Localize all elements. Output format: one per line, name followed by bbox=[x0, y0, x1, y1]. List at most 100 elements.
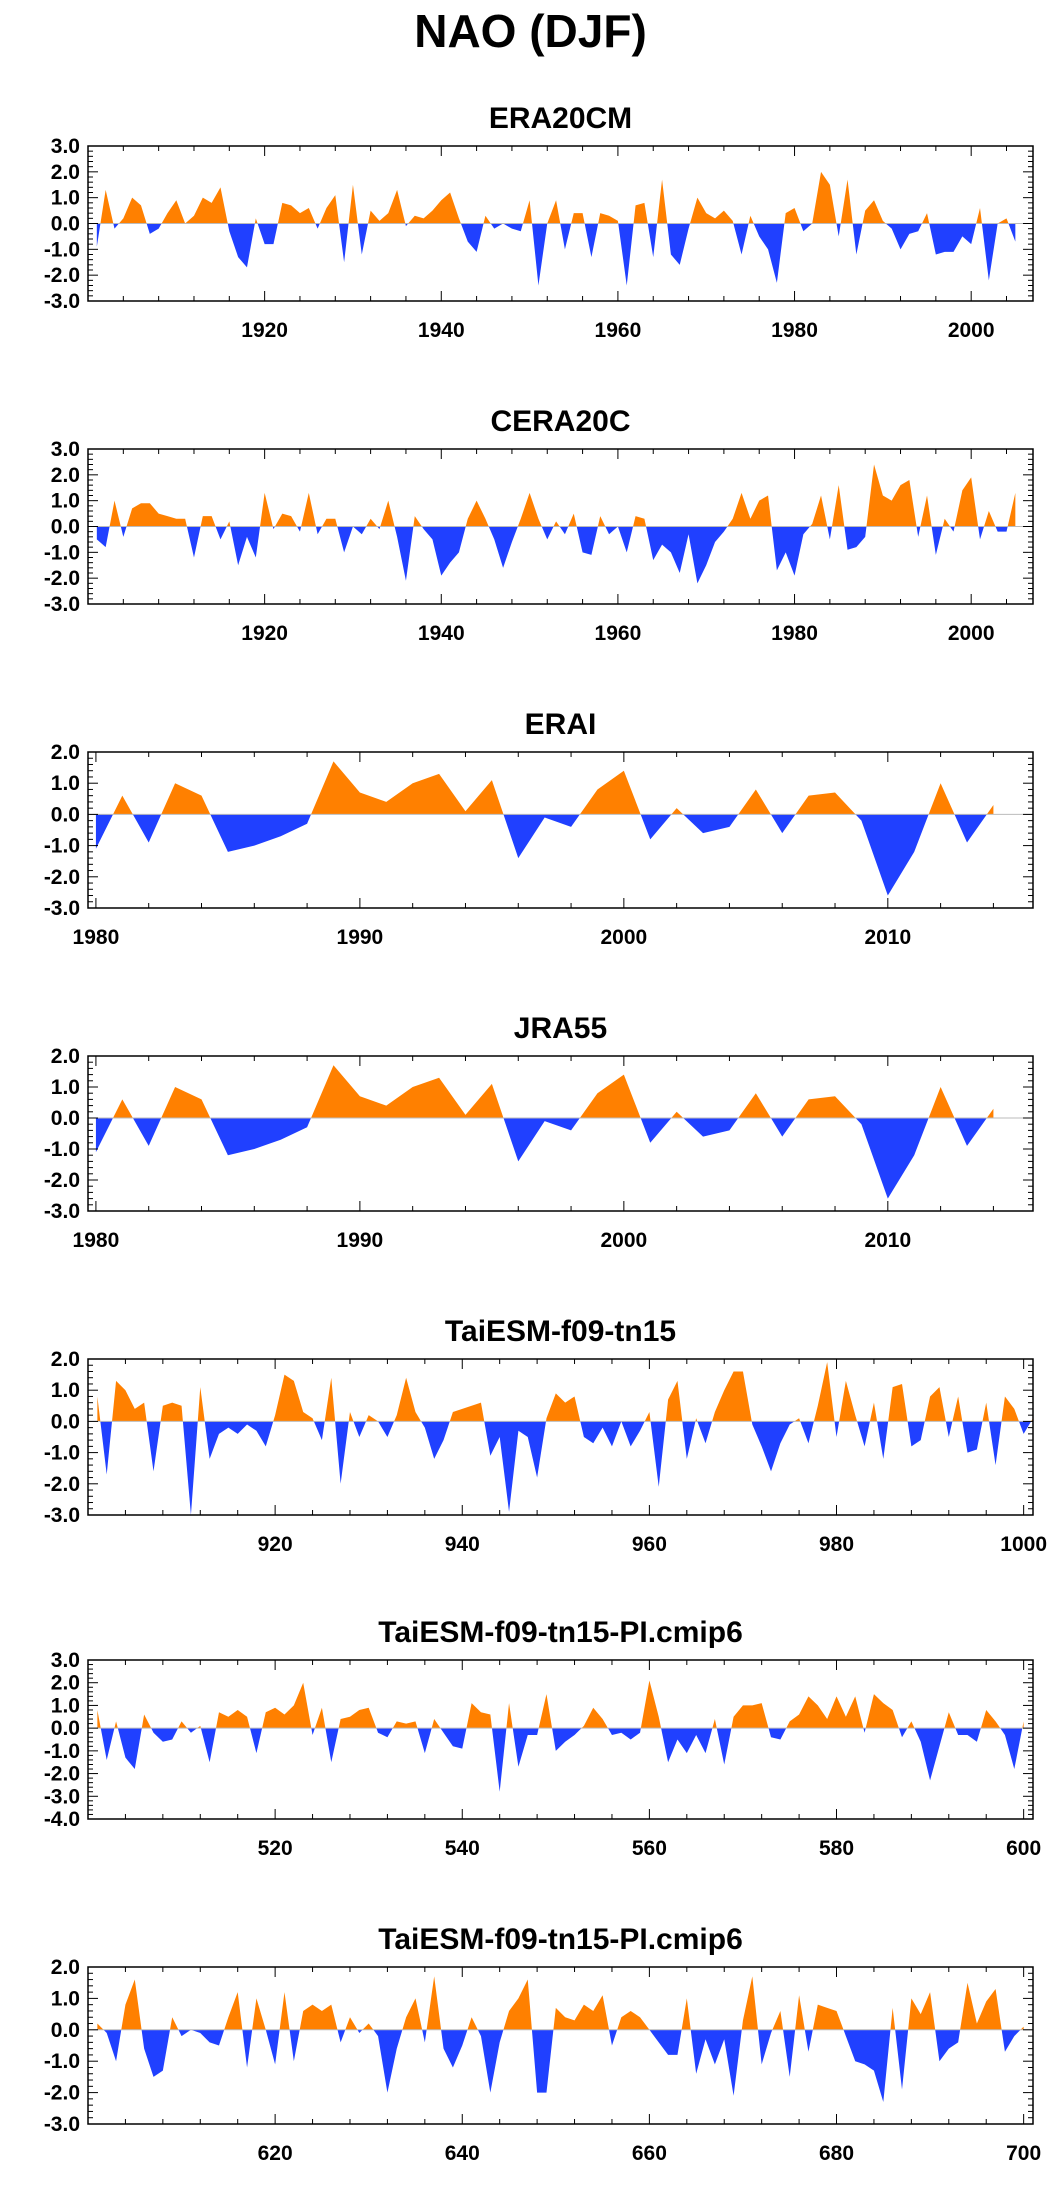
panel-title: ERA20CM bbox=[489, 102, 632, 135]
y-tick-label: 2.0 bbox=[51, 1672, 80, 1695]
negative-area bbox=[96, 526, 1016, 584]
x-tick-label: 1990 bbox=[337, 1229, 384, 1252]
panel-title: CERA20C bbox=[490, 405, 630, 438]
x-tick-label: 940 bbox=[445, 1533, 480, 1556]
y-tick-label: 1.0 bbox=[51, 772, 80, 795]
positive-area bbox=[95, 761, 994, 815]
y-tick-label: -3.0 bbox=[44, 1504, 80, 1527]
x-tick-label: 1920 bbox=[241, 319, 288, 342]
y-tick-label: -2.0 bbox=[44, 1473, 80, 1496]
x-tick-label: 980 bbox=[819, 1533, 854, 1556]
x-tick-label: 660 bbox=[632, 2142, 667, 2165]
negative-area bbox=[95, 1118, 994, 1199]
y-tick-label: 0.0 bbox=[51, 1107, 80, 1130]
y-tick-label: -3.0 bbox=[44, 593, 80, 616]
y-tick-label: 3.0 bbox=[51, 1649, 80, 1672]
y-tick-label: -3.0 bbox=[44, 2113, 80, 2136]
y-tick-label: 2.0 bbox=[51, 464, 80, 487]
panel-1: ERA20CM 3.0 2.0 1.0 0.0-1.0 -2.0 -3.0 1920 1940 1… bbox=[44, 102, 1034, 342]
x-tick-label: 640 bbox=[445, 2142, 480, 2165]
positive-area bbox=[96, 171, 1016, 224]
negative-area bbox=[100, 1421, 1032, 1515]
x-tick-label: 2010 bbox=[864, 926, 911, 949]
y-tick-label: -2.0 bbox=[44, 567, 80, 590]
panel-title: TaiESM-f09-tn15-PI.cmip6 bbox=[378, 1923, 743, 1956]
y-tick-label: 3.0 bbox=[51, 135, 80, 158]
y-tick-label: -1.0 bbox=[44, 1138, 80, 1161]
y-tick-label: 1.0 bbox=[51, 1694, 80, 1717]
negative-area bbox=[100, 1728, 1023, 1792]
x-tick-label: 1940 bbox=[418, 319, 465, 342]
y-tick-label: 0.0 bbox=[51, 1717, 80, 1740]
y-tick-label: 2.0 bbox=[51, 741, 80, 764]
x-tick-label: 1940 bbox=[418, 622, 465, 645]
y-tick-label: 0.0 bbox=[51, 1410, 80, 1433]
panel-5: TaiESM-f09-tn15 2.0 1.0 0.0 -1.0 -2.0 -3.0 920 9… bbox=[44, 1315, 1047, 1556]
y-tick-label: -3.0 bbox=[44, 1200, 80, 1223]
x-tick-label: 1000 bbox=[1000, 1533, 1047, 1556]
y-tick-label: -1.0 bbox=[44, 835, 80, 858]
y-tick-label: 0.0 bbox=[51, 516, 80, 539]
y-tick-label: -2.0 bbox=[44, 1763, 80, 1786]
y-tick-label: 0.0 bbox=[51, 213, 80, 236]
panel-2: CERA20C 3.0 2.0 1.0 0.0-1.0 -2.0 -3.0 1920 1940 1… bbox=[44, 405, 1034, 645]
y-tick-label: -3.0 bbox=[44, 290, 80, 313]
positive-area bbox=[97, 1976, 1024, 2030]
x-tick-label: 2000 bbox=[948, 622, 995, 645]
panel-title: TaiESM-f09-tn15 bbox=[445, 1315, 676, 1348]
x-tick-label: 2000 bbox=[600, 1229, 647, 1252]
y-tick-label: -3.0 bbox=[44, 1785, 80, 1808]
negative-area bbox=[103, 2029, 1021, 2103]
x-tick-label: 960 bbox=[632, 1533, 667, 1556]
y-tick-label: 3.0 bbox=[51, 438, 80, 461]
y-tick-label: -1.0 bbox=[44, 1442, 80, 1465]
positive-area bbox=[96, 464, 1016, 527]
x-tick-label: 600 bbox=[1006, 1837, 1041, 1860]
y-tick-label: 2.0 bbox=[51, 1045, 80, 1068]
x-tick-label: 1980 bbox=[771, 622, 818, 645]
x-tick-label: 1960 bbox=[595, 622, 642, 645]
negative-area bbox=[95, 814, 987, 896]
y-tick-label: -4.0 bbox=[44, 1808, 80, 1831]
x-tick-label: 700 bbox=[1006, 2142, 1041, 2165]
plot-frame bbox=[87, 751, 1034, 909]
panel-7: TaiESM-f09-tn15-PI.cmip6 2.0 1.0 0.0 -1.0 -2.… bbox=[44, 1923, 1041, 2165]
x-tick-label: 580 bbox=[819, 1837, 854, 1860]
panel-title: JRA55 bbox=[514, 1012, 607, 1045]
y-tick-label: 1.0 bbox=[51, 1987, 80, 2010]
x-tick-label: 2000 bbox=[600, 926, 647, 949]
plot-frame bbox=[87, 1966, 1034, 2125]
y-tick-label: 2.0 bbox=[51, 161, 80, 184]
y-tick-label: -2.0 bbox=[44, 866, 80, 889]
positive-area bbox=[97, 1680, 1024, 1729]
negative-area bbox=[96, 223, 1016, 286]
panel-title: TaiESM-f09-tn15-PI.cmip6 bbox=[378, 1616, 743, 1649]
positive-area bbox=[97, 1362, 1033, 1422]
y-tick-label: -1.0 bbox=[44, 541, 80, 564]
y-tick-label: 0.0 bbox=[51, 803, 80, 826]
x-tick-label: 920 bbox=[258, 1533, 293, 1556]
figure-title: NAO (DJF) bbox=[414, 5, 647, 57]
panel-6: TaiESM-f09-tn15-PI.cmip6 3.02.01.00.0-1.0… bbox=[44, 1616, 1041, 1860]
y-tick-label: 1.0 bbox=[51, 490, 80, 513]
panel-title: ERAI bbox=[525, 708, 597, 741]
positive-area bbox=[95, 1065, 994, 1118]
y-tick-label: 2.0 bbox=[51, 1348, 80, 1371]
x-tick-label: 680 bbox=[819, 2142, 854, 2165]
x-tick-label: 2010 bbox=[864, 1229, 911, 1252]
y-tick-label: 2.0 bbox=[51, 1956, 80, 1979]
x-tick-label: 560 bbox=[632, 1837, 667, 1860]
y-tick-label: -1.0 bbox=[44, 238, 80, 261]
y-tick-label: 0.0 bbox=[51, 2019, 80, 2042]
x-tick-label: 1980 bbox=[771, 319, 818, 342]
y-tick-label: 1.0 bbox=[51, 1076, 80, 1099]
x-tick-label: 620 bbox=[258, 2142, 293, 2165]
plot-frame bbox=[87, 1659, 1034, 1820]
x-tick-label: 1980 bbox=[73, 1229, 120, 1252]
y-tick-label: 1.0 bbox=[51, 187, 80, 210]
x-tick-label: 1980 bbox=[73, 926, 120, 949]
y-tick-label: 1.0 bbox=[51, 1379, 80, 1402]
y-tick-label: -1.0 bbox=[44, 1740, 80, 1763]
